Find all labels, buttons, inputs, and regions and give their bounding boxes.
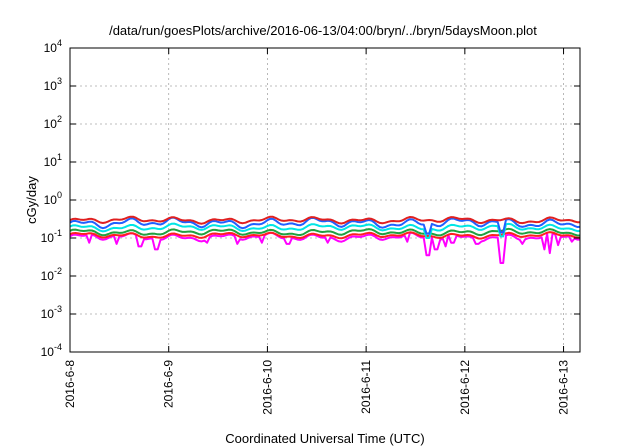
y-tick-label: 10-1 [41, 228, 62, 245]
series-line [69, 216, 581, 235]
y-tick-label: 10-2 [41, 266, 62, 283]
y-tick-labels: 10-4 10-3 10-2 10-1 100 101 102 103 104 [41, 38, 62, 359]
x-axis-title: Coordinated Universal Time (UTC) [225, 431, 424, 446]
series-line [69, 215, 580, 225]
y-axis-title: cGy/day [24, 176, 39, 224]
y-tick-label: 100 [44, 190, 62, 207]
x-tick-label: 2016-6-12 [458, 360, 472, 415]
series-layer [69, 215, 581, 264]
y-tick-label: 102 [44, 114, 62, 131]
y-tick-label: 104 [44, 38, 62, 55]
x-tick-label: 2016-6-9 [162, 360, 176, 408]
x-tick-label: 2016-6-13 [557, 360, 571, 415]
x-tick-labels: 2016-6-8 2016-6-9 2016-6-10 2016-6-11 2016-6… [63, 360, 571, 415]
x-tick-label: 2016-6-10 [260, 360, 274, 415]
y-tick-label: 101 [44, 152, 62, 169]
series-line [69, 231, 580, 240]
series-line [69, 231, 580, 264]
series-line [69, 227, 580, 237]
x-tick-label: 2016-6-11 [359, 360, 373, 414]
y-tick-label: 10-3 [41, 304, 62, 321]
y-tick-label: 10-4 [41, 342, 62, 359]
y-tick-label: 103 [44, 76, 62, 93]
x-tick-label: 2016-6-8 [63, 360, 77, 408]
grid [70, 48, 580, 352]
series-line [69, 222, 581, 239]
chart-title: /data/run/goesPlots/archive/2016-06-13/0… [109, 23, 537, 38]
ticks [69, 47, 580, 353]
